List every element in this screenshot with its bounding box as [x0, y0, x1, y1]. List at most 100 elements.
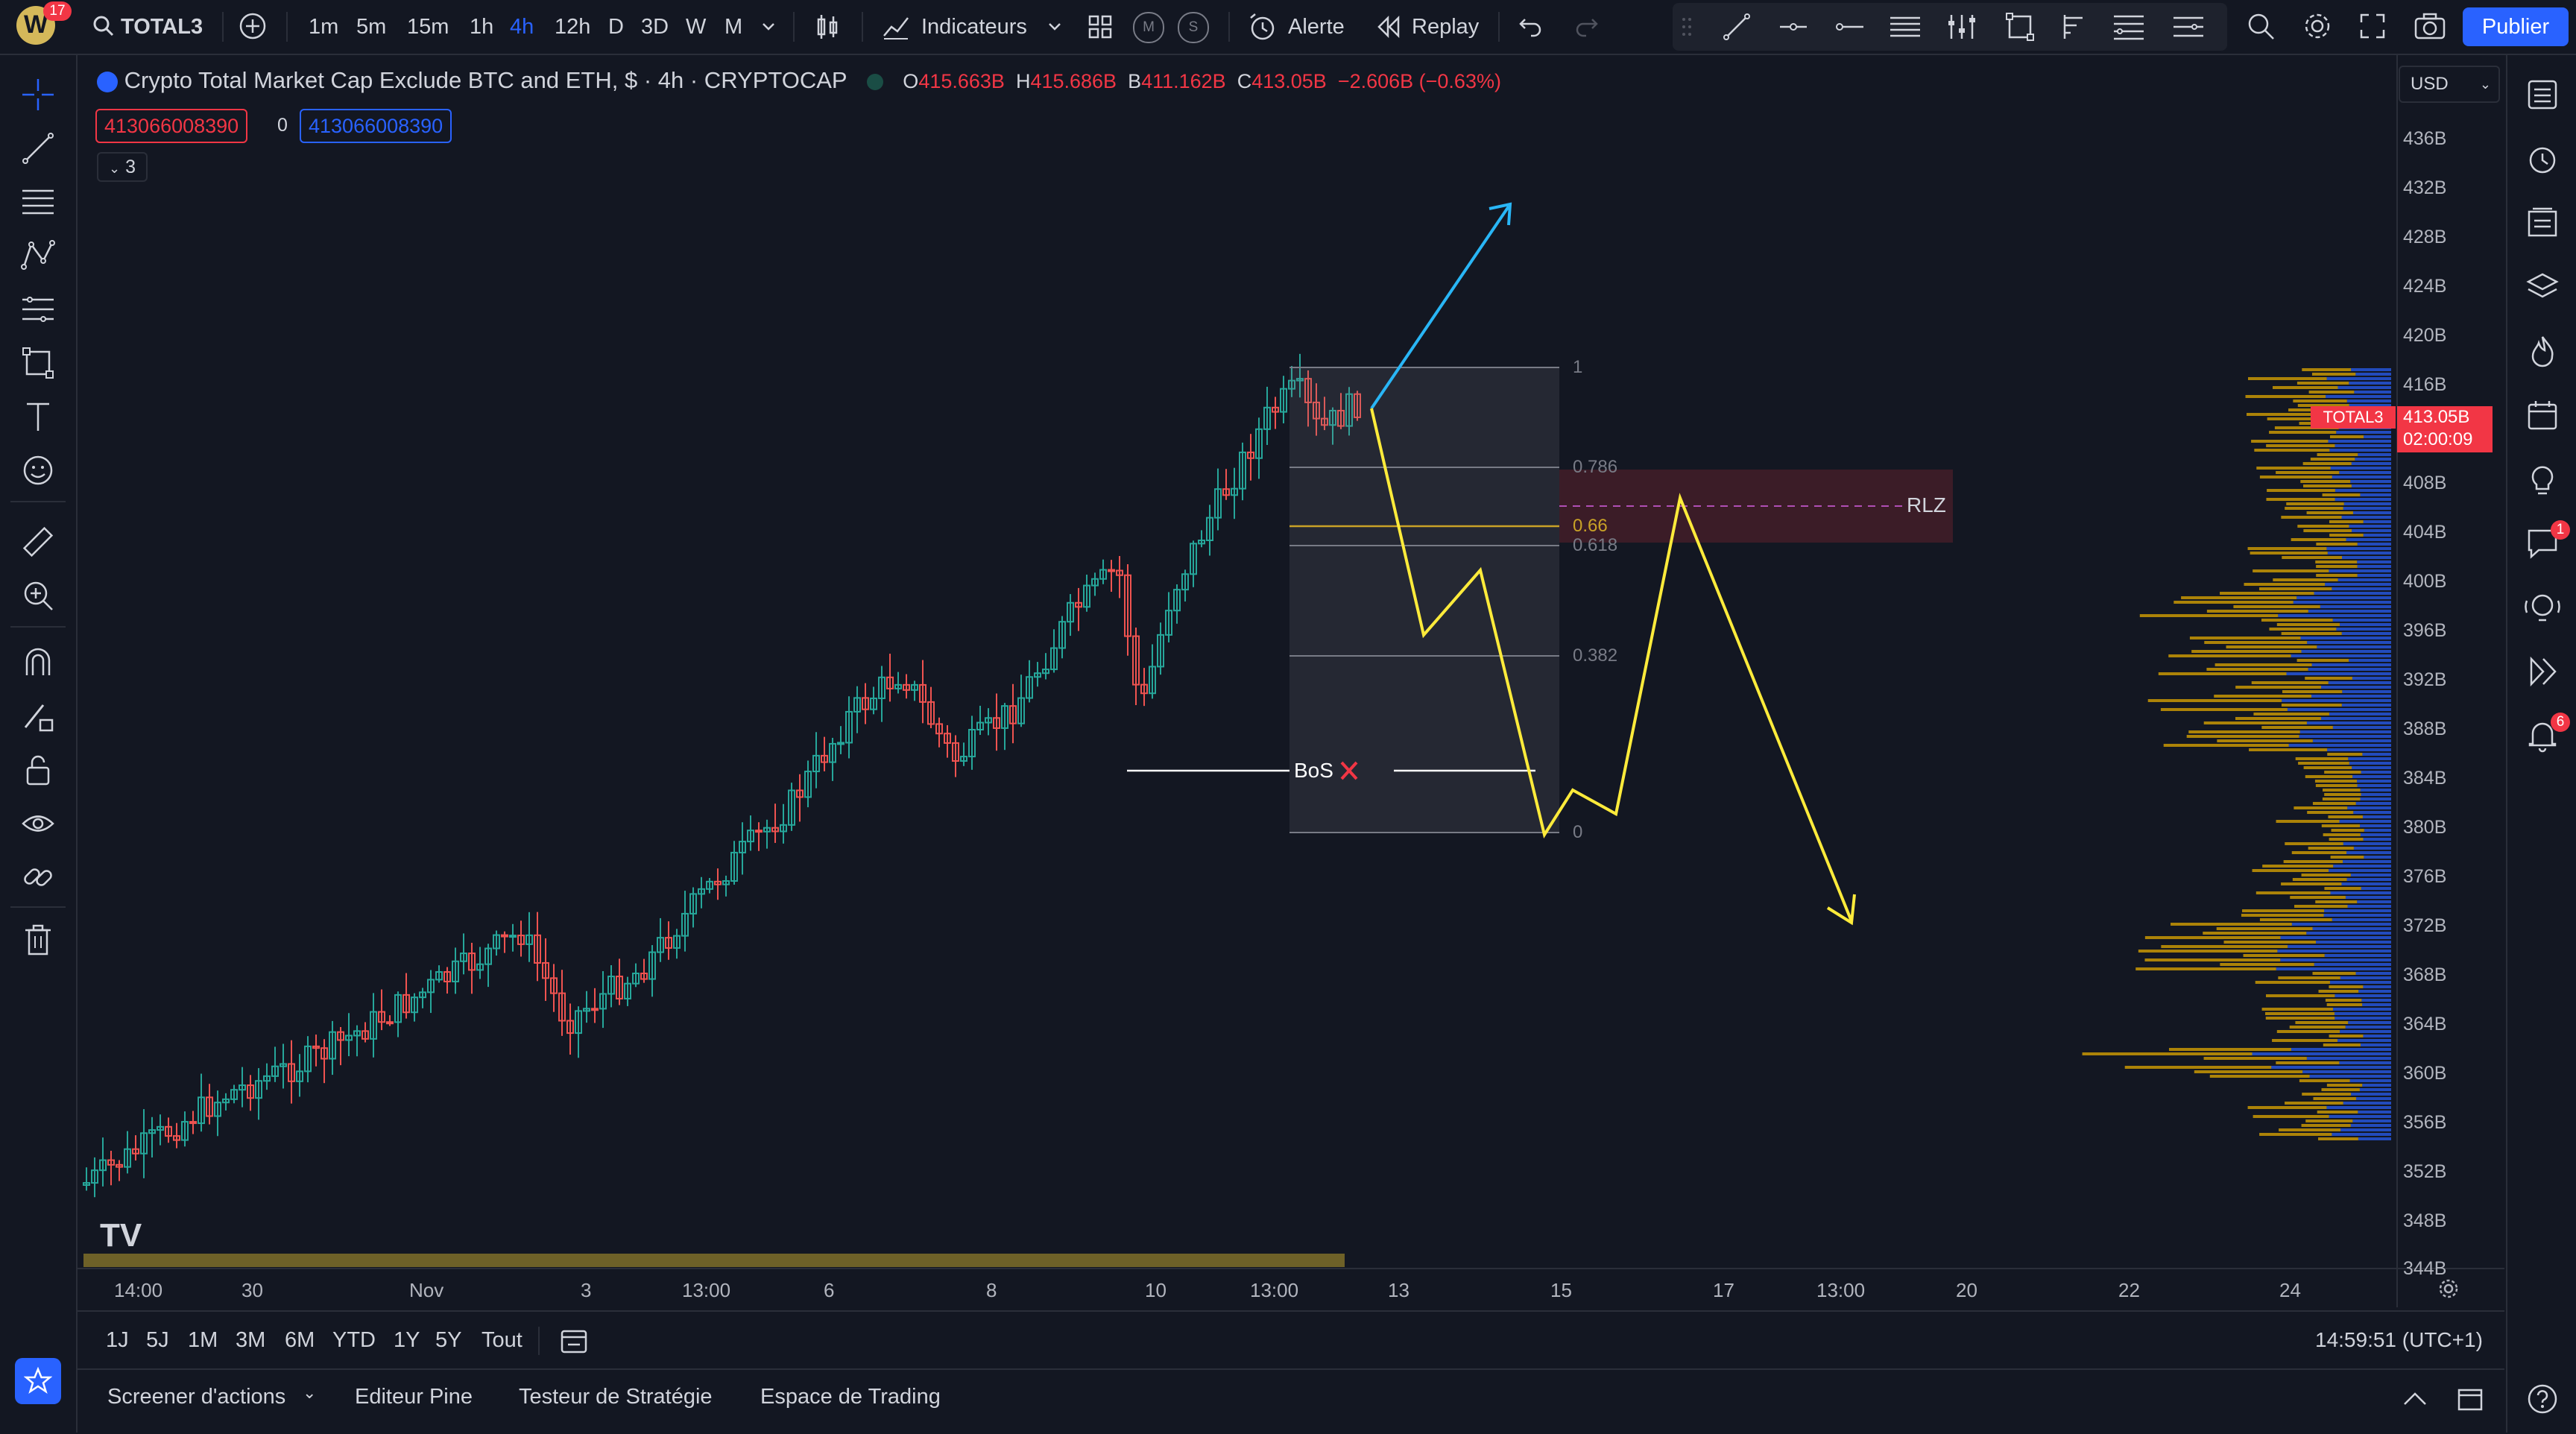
replay-icon[interactable] [1376, 15, 1401, 39]
chevron-down-icon[interactable] [1046, 19, 1063, 34]
parallel-channel-icon[interactable] [1889, 12, 1922, 42]
range-1J[interactable]: 1J [106, 1328, 129, 1352]
long-position-icon[interactable] [2060, 12, 2090, 42]
emoji-icon[interactable] [21, 453, 55, 487]
clock-timezone[interactable]: 14:59:51 (UTC+1) [2315, 1328, 2483, 1351]
gear-icon[interactable] [2302, 10, 2333, 42]
indicators-icon[interactable] [881, 12, 911, 42]
calendar-icon[interactable] [2525, 398, 2560, 432]
timeframe-4h[interactable]: 4h [510, 15, 534, 39]
zoom-in-icon[interactable] [21, 578, 55, 613]
maximize-panel-icon[interactable] [2455, 1386, 2485, 1413]
indicators-collapse-button[interactable]: ⌄ 3 [97, 152, 148, 182]
trendline-icon[interactable] [1722, 12, 1752, 42]
timeframe-3D[interactable]: 3D [641, 15, 669, 39]
lock-icon[interactable] [21, 753, 55, 787]
horizontal-lines-icon[interactable] [21, 185, 55, 219]
fib-channel-icon[interactable] [2172, 12, 2205, 42]
alert-button[interactable]: Alerte [1288, 15, 1345, 39]
shape-icon[interactable] [21, 346, 55, 380]
lightbulb-icon[interactable] [2525, 462, 2560, 496]
axis-settings-icon[interactable] [2437, 1277, 2460, 1300]
notifications-bell-icon[interactable] [2525, 718, 2560, 753]
fib-retracement-icon[interactable] [2112, 12, 2145, 42]
ruler-icon[interactable] [21, 525, 55, 559]
range-1Y[interactable]: 1Y [394, 1328, 420, 1352]
range-6M[interactable]: 6M [285, 1328, 315, 1352]
tab-trading-panel[interactable]: Espace de Trading [760, 1385, 941, 1409]
sliders-icon[interactable] [1945, 12, 1978, 42]
tab-stock-screener[interactable]: Screener d'actions [107, 1385, 286, 1409]
alarm-clock-icon[interactable] [1246, 10, 1279, 43]
candle-type-icon[interactable] [812, 12, 842, 42]
range-all[interactable]: Tout [482, 1328, 523, 1352]
s-toggle[interactable]: S [1178, 12, 1209, 43]
range-3M[interactable]: 3M [236, 1328, 266, 1352]
timeframe-W[interactable]: W [686, 15, 707, 39]
timeframe-1m[interactable]: 1m [309, 15, 339, 39]
eye-icon[interactable] [21, 806, 55, 841]
replay-button[interactable]: Replay [1412, 15, 1480, 39]
layout-grid-icon[interactable] [1087, 13, 1114, 40]
text-tool-icon[interactable] [21, 399, 55, 434]
draw-lock-icon[interactable] [21, 699, 55, 733]
symbol-search[interactable]: TOTAL3 [121, 15, 203, 39]
range-5J[interactable]: 5J [146, 1328, 169, 1352]
range-YTD[interactable]: YTD [332, 1328, 376, 1352]
range-5Y[interactable]: 5Y [435, 1328, 462, 1352]
ideas-icon[interactable] [2522, 590, 2563, 625]
timeframe-D[interactable]: D [608, 15, 624, 39]
chart-title[interactable]: Crypto Total Market Cap Exclude BTC and … [124, 67, 847, 93]
layers-icon[interactable] [2525, 270, 2560, 304]
drag-handle-icon[interactable] [1682, 16, 1692, 37]
indicators-button[interactable]: Indicateurs [921, 15, 1027, 39]
add-symbol-icon[interactable] [239, 12, 267, 40]
undo-icon[interactable] [1518, 15, 1543, 39]
timeframe-5m[interactable]: 5m [356, 15, 387, 39]
link-icon[interactable] [21, 860, 55, 894]
favorites-button[interactable] [15, 1358, 61, 1404]
fib-box[interactable] [1289, 367, 1559, 833]
sell-price-button[interactable]: 413066008390 [95, 109, 248, 143]
rectangle-tool-icon[interactable] [2005, 12, 2035, 42]
fullscreen-icon[interactable] [2358, 12, 2387, 40]
buy-price-button[interactable]: 413066008390 [300, 109, 452, 143]
publish-button[interactable]: Publier [2463, 7, 2569, 46]
crosshair-icon[interactable] [21, 78, 55, 112]
bullish-arrow[interactable] [1370, 205, 1510, 410]
chevron-down-icon[interactable] [760, 19, 777, 34]
streams-play-icon[interactable] [2525, 654, 2560, 689]
range-1M[interactable]: 1M [188, 1328, 218, 1352]
quick-search-icon[interactable] [2245, 10, 2276, 42]
camera-icon[interactable] [2414, 12, 2446, 40]
hotlist-flame-icon[interactable] [2525, 334, 2560, 368]
redo-icon[interactable] [1574, 15, 1600, 39]
candle-body [698, 888, 705, 895]
timeframe-1h[interactable]: 1h [470, 15, 494, 39]
chevron-down-icon[interactable]: ⌄ [303, 1383, 317, 1402]
tab-pine-editor[interactable]: Editeur Pine [355, 1385, 473, 1409]
price-chart[interactable]: TV [78, 55, 2504, 1307]
data-window-icon[interactable] [2525, 206, 2560, 240]
prediction-icon[interactable] [21, 292, 55, 326]
timeframe-12h[interactable]: 12h [555, 15, 591, 39]
bearish-projection-path[interactable] [1370, 408, 1853, 922]
watchlist-icon[interactable] [2525, 78, 2560, 112]
candle-body [271, 1065, 279, 1077]
alarm-clock-icon[interactable] [2525, 142, 2560, 176]
timeframe-15m[interactable]: 15m [407, 15, 449, 39]
horizontal-ray-icon[interactable] [1778, 12, 1808, 42]
horizontal-line-icon[interactable] [1834, 12, 1863, 42]
pattern-icon[interactable] [21, 239, 55, 273]
magnet-icon[interactable] [21, 645, 55, 680]
trendline-icon[interactable] [21, 131, 55, 165]
currency-selector[interactable]: USD ⌄ [2399, 66, 2500, 103]
chevron-up-icon[interactable] [2400, 1388, 2430, 1410]
go-to-date-icon[interactable] [559, 1327, 589, 1355]
help-icon[interactable] [2525, 1382, 2560, 1416]
tab-strategy-tester[interactable]: Testeur de Stratégie [519, 1385, 713, 1409]
trash-icon[interactable] [21, 923, 55, 957]
timeframe-M[interactable]: M [724, 15, 743, 39]
m-toggle[interactable]: M [1133, 12, 1164, 43]
search-icon[interactable] [92, 15, 115, 37]
